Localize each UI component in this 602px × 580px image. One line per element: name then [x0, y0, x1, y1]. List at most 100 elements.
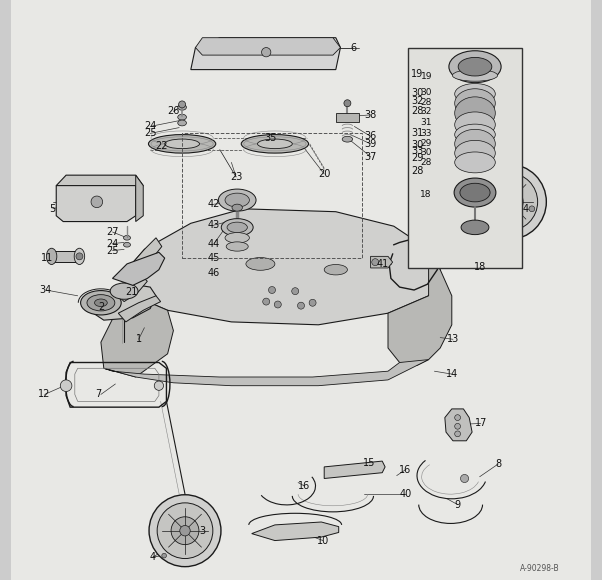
Text: 31: 31: [411, 128, 423, 139]
Text: 45: 45: [208, 253, 220, 263]
Circle shape: [157, 503, 213, 559]
Ellipse shape: [455, 97, 495, 129]
Ellipse shape: [455, 140, 495, 166]
Polygon shape: [56, 175, 143, 194]
Bar: [182, 133, 362, 258]
Text: 30: 30: [420, 148, 432, 157]
Polygon shape: [445, 409, 472, 441]
Ellipse shape: [461, 220, 489, 235]
Text: 19: 19: [421, 72, 433, 81]
Polygon shape: [113, 252, 165, 285]
Circle shape: [171, 517, 199, 545]
Ellipse shape: [227, 222, 247, 233]
Ellipse shape: [74, 248, 85, 264]
Text: 28: 28: [420, 97, 431, 107]
Polygon shape: [52, 251, 79, 262]
Bar: [408, 48, 522, 268]
Text: 29: 29: [411, 153, 423, 163]
Polygon shape: [371, 256, 393, 268]
Circle shape: [60, 380, 72, 392]
Ellipse shape: [95, 299, 107, 306]
Text: 2: 2: [98, 302, 104, 313]
Text: 25: 25: [144, 128, 157, 139]
Circle shape: [261, 48, 271, 57]
Polygon shape: [252, 522, 339, 541]
Text: 6: 6: [350, 42, 356, 53]
Text: 28: 28: [411, 166, 423, 176]
Text: 14: 14: [445, 369, 458, 379]
Text: 18: 18: [420, 190, 432, 199]
Text: 15: 15: [363, 458, 376, 468]
Circle shape: [179, 101, 185, 108]
Circle shape: [262, 298, 270, 305]
Text: 11: 11: [41, 253, 53, 263]
Text: 13: 13: [447, 334, 459, 345]
Ellipse shape: [222, 219, 253, 236]
Text: 25: 25: [106, 245, 119, 256]
Text: 19: 19: [411, 69, 423, 79]
Ellipse shape: [149, 135, 216, 153]
Ellipse shape: [165, 139, 199, 148]
Text: 24: 24: [144, 121, 157, 132]
Circle shape: [455, 423, 461, 429]
Text: 22: 22: [155, 141, 168, 151]
Text: 24: 24: [107, 238, 119, 249]
Circle shape: [494, 187, 523, 216]
Ellipse shape: [324, 264, 347, 275]
Circle shape: [154, 381, 164, 390]
Ellipse shape: [123, 242, 131, 247]
Polygon shape: [56, 186, 135, 222]
Text: 32: 32: [411, 96, 423, 107]
Ellipse shape: [246, 258, 275, 270]
Text: 30: 30: [420, 88, 432, 97]
Polygon shape: [324, 461, 385, 478]
Ellipse shape: [219, 189, 256, 211]
Text: A-90298-B: A-90298-B: [520, 564, 559, 573]
Text: 35: 35: [265, 133, 277, 143]
Ellipse shape: [232, 204, 243, 211]
Text: 23: 23: [230, 172, 242, 182]
Polygon shape: [196, 38, 341, 55]
Text: 20: 20: [318, 169, 330, 179]
Circle shape: [292, 288, 299, 295]
Text: 7: 7: [95, 389, 101, 400]
Ellipse shape: [225, 193, 249, 207]
Ellipse shape: [342, 136, 353, 142]
Circle shape: [91, 196, 102, 208]
Ellipse shape: [460, 183, 490, 202]
Text: 36: 36: [364, 131, 377, 142]
Text: 3: 3: [199, 525, 205, 536]
Ellipse shape: [46, 248, 57, 264]
Polygon shape: [124, 209, 440, 325]
Ellipse shape: [455, 152, 495, 173]
Text: 17: 17: [474, 418, 487, 429]
Ellipse shape: [178, 114, 187, 120]
Polygon shape: [191, 38, 341, 70]
Circle shape: [455, 415, 461, 420]
Circle shape: [180, 525, 190, 536]
Text: 26: 26: [167, 106, 179, 117]
Text: 44: 44: [208, 238, 220, 249]
Text: 37: 37: [364, 151, 377, 162]
Circle shape: [503, 196, 515, 208]
Polygon shape: [101, 273, 173, 377]
Circle shape: [529, 206, 535, 212]
Text: 46: 46: [208, 267, 220, 278]
Polygon shape: [104, 360, 429, 386]
Text: 30: 30: [411, 88, 423, 98]
Ellipse shape: [178, 104, 187, 110]
Ellipse shape: [455, 89, 495, 118]
Ellipse shape: [81, 291, 121, 315]
Circle shape: [455, 431, 461, 437]
Text: 16: 16: [399, 465, 412, 475]
Text: 32: 32: [420, 107, 431, 116]
Circle shape: [471, 164, 547, 240]
Text: 43: 43: [208, 220, 220, 230]
Circle shape: [372, 259, 379, 266]
Text: 33: 33: [420, 129, 432, 138]
Ellipse shape: [178, 120, 187, 126]
Polygon shape: [87, 284, 156, 320]
Circle shape: [268, 287, 276, 293]
Ellipse shape: [449, 51, 501, 83]
Polygon shape: [124, 238, 162, 284]
